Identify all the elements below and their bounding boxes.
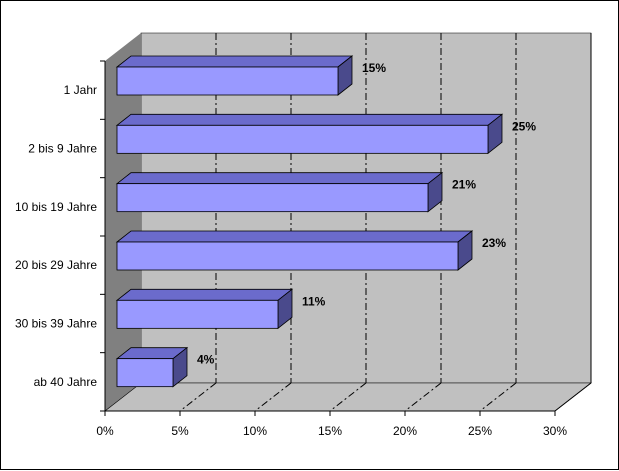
bar-top <box>115 172 444 185</box>
bar-front <box>116 124 489 154</box>
x-tick-label: 25% <box>468 424 492 438</box>
x-tick-label: 20% <box>393 424 417 438</box>
bar: 4% <box>115 346 215 388</box>
bar-front <box>116 299 279 329</box>
bars: 15% 25% 21% 23% 11% 4% <box>115 55 536 388</box>
data-label: 15% <box>362 61 386 75</box>
data-label: 4% <box>197 353 215 367</box>
x-tick-label: 10% <box>243 424 267 438</box>
bar-top <box>115 113 504 126</box>
bar: 11% <box>115 288 326 330</box>
bar: 23% <box>115 230 506 271</box>
bar: 21% <box>115 171 476 213</box>
x-tick-label: 0% <box>96 424 114 438</box>
bar-top <box>115 55 354 68</box>
bar-front <box>116 358 174 388</box>
bar-top <box>115 288 294 301</box>
data-label: 25% <box>512 119 536 133</box>
category-label: 10 bis 19 Jahre <box>15 200 97 214</box>
x-tick-label: 30% <box>543 424 567 438</box>
gridline-floor <box>554 382 592 412</box>
y-axis-ticks: 1 Jahr 2 bis 9 Jahre 10 bis 19 Jahre 20 bis… <box>15 60 105 412</box>
bar-front <box>116 241 459 271</box>
data-label: 21% <box>452 178 476 192</box>
category-label: ab 40 Jahre <box>34 375 98 389</box>
category-label: 1 Jahr <box>64 83 97 97</box>
data-label: 11% <box>302 294 326 308</box>
floor <box>104 382 592 412</box>
bar-front <box>116 183 429 213</box>
bar: 15% <box>115 55 386 96</box>
bar: 25% <box>115 113 536 155</box>
x-axis-ticks: 0% 5% 10% 15% 20% 25% 30% <box>96 411 567 438</box>
data-label: 23% <box>482 236 506 250</box>
bar-front <box>116 66 339 96</box>
bar-top <box>115 230 474 243</box>
category-label: 20 bis 29 Jahre <box>15 258 97 272</box>
category-label: 30 bis 39 Jahre <box>15 317 97 331</box>
x-tick-label: 15% <box>318 424 342 438</box>
category-label: 2 bis 9 Jahre <box>28 142 97 156</box>
x-tick-label: 5% <box>171 424 189 438</box>
